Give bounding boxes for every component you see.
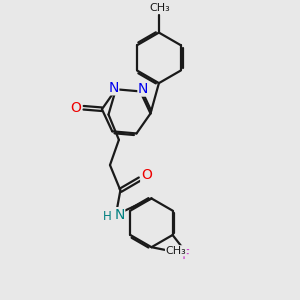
- Text: N: N: [114, 208, 125, 222]
- Text: CH₃: CH₃: [149, 3, 170, 13]
- Text: N: N: [108, 81, 119, 95]
- Text: O: O: [141, 169, 152, 182]
- Text: N: N: [138, 82, 148, 96]
- Text: F: F: [182, 248, 189, 262]
- Text: CH₃: CH₃: [166, 246, 186, 256]
- Text: O: O: [70, 101, 82, 115]
- Text: H: H: [103, 210, 111, 223]
